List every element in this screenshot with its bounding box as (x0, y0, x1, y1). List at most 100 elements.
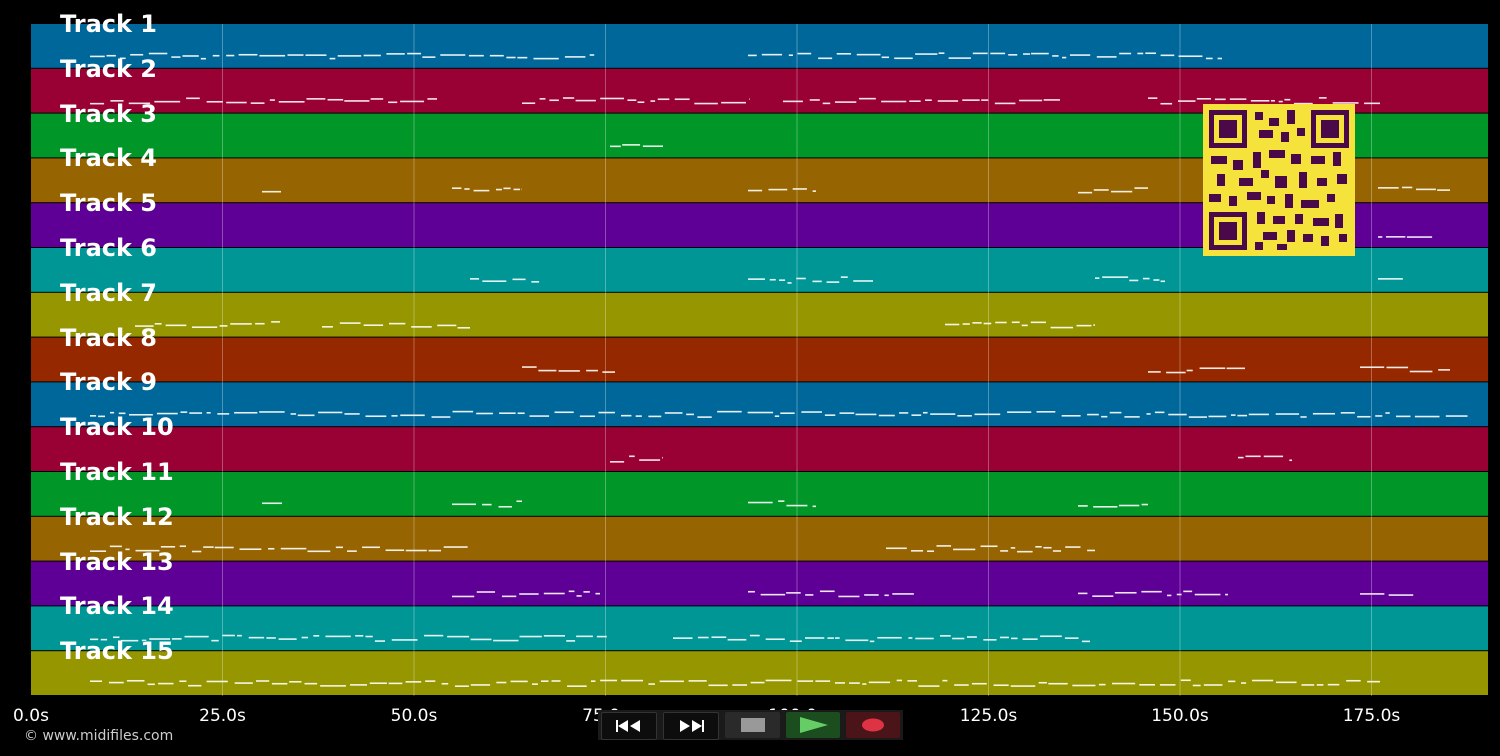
note (839, 412, 855, 414)
time-tick-label: 25.0s (199, 706, 246, 726)
stop-button[interactable] (725, 712, 780, 738)
note (881, 100, 907, 103)
note (915, 637, 934, 640)
note (391, 415, 398, 417)
note (427, 98, 437, 100)
note (512, 278, 526, 281)
rewind-button[interactable] (601, 712, 658, 740)
track-band-10[interactable] (31, 427, 1488, 471)
track-label-9: Track 9 (60, 368, 158, 397)
note (567, 685, 587, 687)
note (783, 100, 803, 103)
note (787, 282, 792, 284)
note (600, 679, 618, 682)
transport-bar (598, 710, 903, 740)
note (489, 54, 504, 57)
note (1098, 683, 1106, 686)
note (834, 101, 857, 103)
track-band-14[interactable] (31, 606, 1488, 651)
note (1153, 279, 1160, 281)
note (141, 639, 147, 642)
note (1142, 277, 1150, 280)
note (596, 635, 607, 638)
note (98, 415, 105, 418)
note (674, 98, 690, 101)
note (496, 681, 507, 684)
note (1241, 682, 1247, 684)
note (1284, 98, 1291, 101)
note (1229, 98, 1247, 100)
note (106, 54, 116, 57)
note (306, 98, 326, 100)
note (287, 54, 304, 56)
note (1167, 594, 1172, 597)
note (942, 679, 948, 682)
note (533, 57, 559, 60)
record-button[interactable] (845, 712, 901, 738)
note (411, 326, 432, 328)
note (135, 549, 160, 552)
track-band-8[interactable] (31, 337, 1488, 382)
track-band-7[interactable] (31, 292, 1488, 337)
note (503, 187, 511, 190)
note (440, 54, 466, 56)
note (278, 101, 305, 103)
note (1160, 102, 1173, 105)
note (1228, 680, 1236, 683)
rewind-icon (616, 720, 641, 732)
track-label-3: Track 3 (60, 99, 158, 128)
note (1378, 236, 1383, 238)
note (1208, 415, 1227, 418)
note (135, 325, 154, 327)
note (191, 550, 202, 553)
note (543, 592, 565, 595)
note (990, 52, 1006, 55)
note (659, 680, 684, 683)
note (1124, 416, 1140, 418)
note (907, 680, 917, 682)
note (748, 189, 763, 192)
track-band-1[interactable] (31, 24, 1488, 68)
note (1030, 321, 1046, 324)
track-band-9[interactable] (31, 382, 1488, 427)
note (1146, 413, 1151, 415)
note (568, 590, 575, 593)
note (400, 414, 425, 417)
play-button[interactable] (785, 712, 840, 738)
note (962, 99, 980, 101)
track-band-11[interactable] (31, 472, 1488, 516)
note (642, 145, 663, 148)
note (1270, 99, 1275, 102)
note (304, 682, 318, 685)
track-band-13[interactable] (31, 561, 1488, 606)
note (765, 679, 792, 682)
note (786, 504, 808, 507)
note (815, 680, 831, 682)
note (1289, 459, 1292, 462)
note (1011, 321, 1020, 324)
note (566, 640, 576, 642)
note (262, 502, 282, 505)
note (778, 500, 785, 502)
note (447, 635, 470, 638)
note (1129, 279, 1139, 282)
note (108, 681, 124, 684)
note (622, 144, 641, 146)
note (697, 636, 709, 639)
fast-forward-button[interactable] (663, 712, 720, 740)
track-band-12[interactable] (31, 516, 1488, 561)
note (90, 55, 105, 58)
note (918, 685, 940, 687)
note (819, 590, 835, 593)
track-band-15[interactable] (31, 651, 1488, 695)
note (834, 637, 840, 639)
note (1021, 324, 1028, 327)
note (498, 505, 512, 508)
note (853, 280, 873, 282)
note (1010, 547, 1016, 549)
track-label-6: Track 6 (60, 234, 158, 262)
note (1395, 415, 1411, 418)
note (549, 99, 559, 102)
note (1093, 506, 1118, 508)
note (214, 546, 234, 549)
